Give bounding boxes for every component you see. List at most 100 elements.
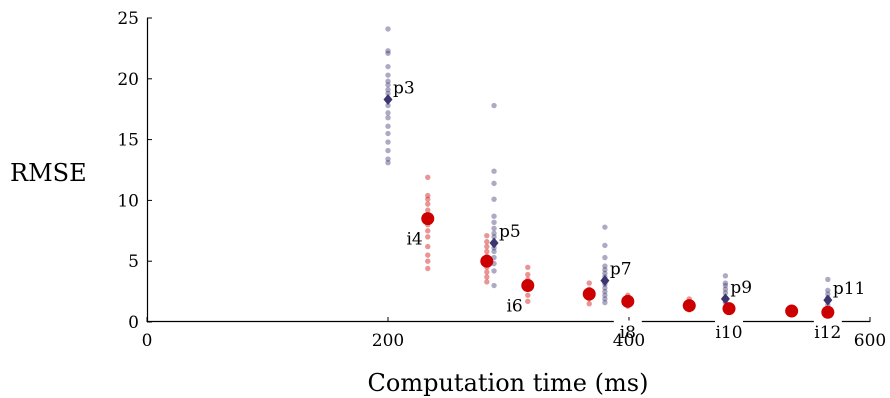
p-mean-marker — [823, 294, 833, 306]
p-sample-point — [722, 286, 729, 292]
x-axis-title: Computation time (ms) — [368, 369, 649, 397]
p-sample-point — [602, 292, 608, 298]
p-sample-point — [385, 156, 391, 162]
p-sample-point — [385, 48, 391, 54]
p-sample-point — [602, 224, 608, 230]
i-sample-point — [425, 196, 431, 202]
i-sample-point — [525, 264, 531, 270]
i-sample-point — [484, 243, 490, 250]
i-mean-marker — [785, 304, 799, 318]
i-sample-point — [425, 258, 431, 264]
p-mean-marker — [600, 275, 610, 287]
p-sample-point — [491, 168, 497, 174]
p-sample-point — [385, 26, 391, 32]
p-sample-point — [825, 276, 831, 283]
i-sample-point — [484, 279, 490, 285]
p-sample-point — [385, 102, 391, 109]
i-mean-marker — [521, 279, 535, 293]
label-backdrop — [613, 320, 642, 325]
p-sample-point — [385, 72, 391, 78]
point-label-i4: i4 — [406, 230, 422, 250]
p-sample-point — [602, 242, 608, 249]
p-sample-point — [385, 160, 391, 166]
p-sample-point — [491, 213, 497, 219]
p-sample-point — [491, 234, 497, 240]
i-sample-point — [425, 265, 431, 272]
p-sample-point — [385, 78, 391, 84]
p-sample-point — [602, 267, 608, 273]
point-label-p11: p11 — [833, 279, 866, 299]
p-sample-point — [385, 82, 391, 88]
point-label-p5: p5 — [499, 222, 521, 242]
i-mean-marker — [582, 287, 596, 301]
p-mean-marker — [383, 93, 393, 105]
y-tick-label: 0 — [128, 313, 139, 333]
i-sample-point — [586, 301, 592, 307]
y-tick-label: 20 — [117, 70, 139, 90]
label-backdrop — [715, 320, 744, 325]
i-sample-point — [425, 207, 431, 213]
i-sample-point — [425, 234, 431, 240]
p-sample-point — [825, 287, 831, 294]
p-sample-point — [491, 180, 497, 187]
p-sample-point — [491, 219, 497, 225]
p-sample-point — [491, 282, 497, 289]
p-sample-point — [385, 87, 391, 93]
i-sample-point — [525, 271, 531, 278]
i-mean-marker — [421, 212, 435, 226]
axes — [146, 18, 870, 323]
y-tick-label: 10 — [117, 191, 139, 211]
i-sample-point — [425, 228, 431, 234]
p-sample-point — [722, 290, 729, 296]
y-axis-title: RMSE — [10, 159, 87, 187]
p-sample-point — [602, 288, 608, 295]
i-sample-point — [484, 239, 490, 245]
p-sample-point — [602, 296, 608, 302]
point-label-i10: i10 — [715, 323, 742, 343]
i-sample-point — [484, 274, 490, 280]
p-sample-point — [491, 268, 497, 274]
p-sample-point — [491, 248, 497, 255]
p-sample-point — [385, 139, 391, 145]
i-sample-point — [484, 248, 490, 255]
p-sample-point — [722, 282, 729, 289]
p-sample-point — [602, 299, 608, 306]
p-sample-point — [385, 90, 391, 97]
i-sample-point — [525, 298, 531, 305]
p-sample-point — [491, 230, 497, 236]
i-mean-marker — [722, 302, 736, 316]
p-sample-point — [385, 115, 391, 121]
point-label-i12: i12 — [814, 323, 841, 343]
p-sample-point — [722, 280, 729, 286]
i-mean-marker — [480, 254, 494, 268]
p-sample-point — [385, 147, 391, 154]
y-tick-label: 5 — [128, 252, 139, 272]
p-sample-point — [385, 123, 391, 129]
x-tick-label: 200 — [372, 331, 404, 351]
i-mean-marker — [621, 294, 635, 308]
p-sample-point — [385, 63, 391, 70]
p-mean-marker — [720, 293, 730, 305]
point-label-i8: i8 — [620, 323, 636, 343]
p-sample-point — [602, 254, 608, 261]
y-tick-label: 15 — [117, 131, 139, 151]
i-sample-point — [484, 232, 490, 239]
p-sample-point — [602, 263, 608, 269]
point-label-p9: p9 — [730, 278, 752, 298]
p-sample-point — [722, 273, 729, 279]
i-sample-point — [586, 280, 592, 286]
point-label-i6: i6 — [507, 297, 523, 317]
point-labels: p3 p5 p7 p9 p11 i4 i6 i8 i10 i12 — [393, 78, 865, 343]
label-backdrop — [813, 320, 842, 325]
x-tick-label: 600 — [854, 331, 886, 351]
sample-points — [385, 26, 831, 318]
p-sample-point — [491, 196, 497, 202]
point-label-p7: p7 — [610, 260, 632, 280]
x-tick-label: 400 — [613, 331, 645, 351]
i-sample-point — [525, 292, 531, 298]
i-sample-point — [484, 269, 490, 275]
i-sample-point — [425, 243, 431, 250]
i-sample-point — [425, 192, 431, 199]
p-sample-point — [602, 285, 608, 291]
